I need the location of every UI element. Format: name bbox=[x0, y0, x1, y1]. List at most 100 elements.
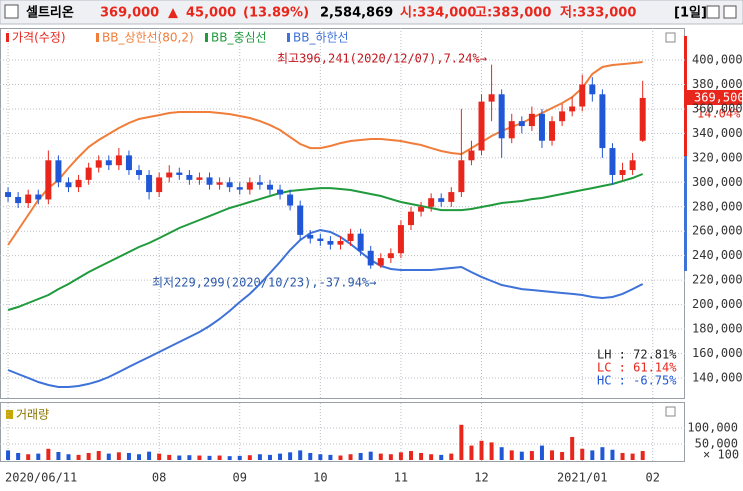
candle-body bbox=[125, 155, 132, 171]
panel-button[interactable] bbox=[665, 32, 676, 43]
candle-body bbox=[397, 225, 404, 254]
volume-bar bbox=[419, 452, 424, 460]
period[interactable]: [1일] bbox=[674, 6, 707, 21]
volume-bar bbox=[96, 451, 101, 460]
candle-body bbox=[408, 211, 414, 226]
candle-body bbox=[206, 177, 213, 185]
volume-bar bbox=[368, 451, 373, 460]
volume-bar bbox=[469, 445, 474, 460]
candle-body bbox=[15, 196, 22, 204]
candle-body bbox=[357, 233, 364, 251]
volume-bar bbox=[449, 453, 454, 460]
open: 시:334,000 bbox=[400, 6, 476, 21]
candle-body bbox=[65, 182, 72, 188]
y-tick-label: 180,000 bbox=[692, 322, 743, 336]
volume-bar bbox=[398, 452, 403, 460]
candle-body bbox=[136, 170, 143, 175]
y-tick-label: 320,000 bbox=[692, 150, 743, 164]
volume-bar bbox=[358, 452, 363, 460]
legend-label: BB_중심선 bbox=[211, 31, 267, 45]
last-price-box bbox=[686, 90, 742, 105]
candle-body bbox=[498, 94, 505, 139]
volume-bar bbox=[217, 455, 222, 460]
candle-body bbox=[256, 182, 263, 185]
y-tick-label: 240,000 bbox=[692, 248, 743, 262]
candle-body bbox=[478, 101, 485, 151]
volume-bar bbox=[429, 454, 434, 460]
candle-body bbox=[297, 205, 304, 235]
x-tick-label: 10 bbox=[313, 471, 327, 485]
volume-bar bbox=[227, 456, 232, 460]
y-tick-label: 200,000 bbox=[692, 297, 743, 311]
candle-body bbox=[579, 84, 586, 107]
volume-bar bbox=[489, 442, 494, 460]
candle-body bbox=[236, 187, 243, 190]
volume-bar bbox=[620, 452, 625, 460]
candle-body bbox=[549, 121, 556, 141]
stat-label: HC : -6.75% bbox=[597, 374, 677, 388]
low: 저:333,000 bbox=[560, 6, 636, 21]
last-change: 14.04% bbox=[697, 107, 741, 121]
candle-body bbox=[569, 106, 576, 112]
legend-swatch bbox=[205, 33, 208, 42]
candle-body bbox=[25, 194, 32, 204]
candle-body bbox=[337, 241, 344, 245]
last-price: 369,500 bbox=[694, 91, 743, 105]
x-tick-label: 2020/06/11 bbox=[5, 471, 77, 485]
candle-body bbox=[387, 253, 394, 259]
volume-bar bbox=[177, 455, 182, 460]
volume-bar bbox=[610, 449, 615, 460]
candle-body bbox=[619, 170, 626, 175]
volume-bar bbox=[308, 452, 313, 460]
volume-bar bbox=[509, 450, 514, 460]
candle-body bbox=[75, 179, 82, 188]
y-tick-label: 220,000 bbox=[692, 273, 743, 287]
candle-body bbox=[35, 194, 42, 200]
volume-bar bbox=[6, 450, 11, 460]
stat-label: LC : 61.14% bbox=[597, 361, 677, 375]
candle-body bbox=[307, 234, 314, 239]
volume-bar bbox=[348, 454, 353, 460]
candle-body bbox=[226, 182, 233, 188]
candle-body bbox=[528, 113, 535, 127]
volume-bar bbox=[580, 448, 585, 460]
volume-title: 거래량 bbox=[16, 408, 49, 422]
candle-body bbox=[327, 241, 334, 245]
x-tick-label: 12 bbox=[474, 471, 488, 485]
bb-line bbox=[7, 228, 644, 388]
volume-bar bbox=[267, 454, 272, 460]
legend-swatch bbox=[287, 33, 290, 42]
volume-bar bbox=[116, 452, 121, 460]
volume-bar bbox=[439, 454, 444, 460]
y-tick-label: 140,000 bbox=[692, 370, 743, 384]
volume-bar bbox=[16, 452, 21, 460]
volume-bar bbox=[126, 452, 131, 460]
window-button[interactable] bbox=[706, 5, 720, 19]
x-tick-label: 2021/01 bbox=[557, 471, 608, 485]
volume-bar bbox=[499, 447, 504, 460]
volume-bar bbox=[338, 455, 343, 460]
volume-bar bbox=[560, 451, 565, 460]
candle-body bbox=[428, 198, 435, 207]
volume-bar bbox=[539, 445, 544, 460]
close-button[interactable] bbox=[723, 5, 737, 19]
volume-bar bbox=[570, 436, 575, 460]
candle-body bbox=[347, 233, 354, 242]
candle-body bbox=[85, 167, 92, 180]
checkbox[interactable] bbox=[4, 4, 19, 19]
volume-bar bbox=[187, 455, 192, 460]
candle-body bbox=[146, 174, 153, 193]
legend-label: BB_하한선 bbox=[293, 31, 349, 45]
volume-bar bbox=[237, 455, 242, 460]
bb-line bbox=[7, 61, 643, 246]
y-tick-label: 300,000 bbox=[692, 175, 743, 189]
volume-bar bbox=[36, 453, 41, 460]
candle-body bbox=[156, 177, 163, 193]
candle-body bbox=[105, 160, 112, 166]
volume-bar bbox=[278, 453, 283, 460]
volume-bar bbox=[600, 447, 605, 460]
volume-bar bbox=[328, 454, 333, 460]
panel-button[interactable] bbox=[665, 406, 676, 417]
